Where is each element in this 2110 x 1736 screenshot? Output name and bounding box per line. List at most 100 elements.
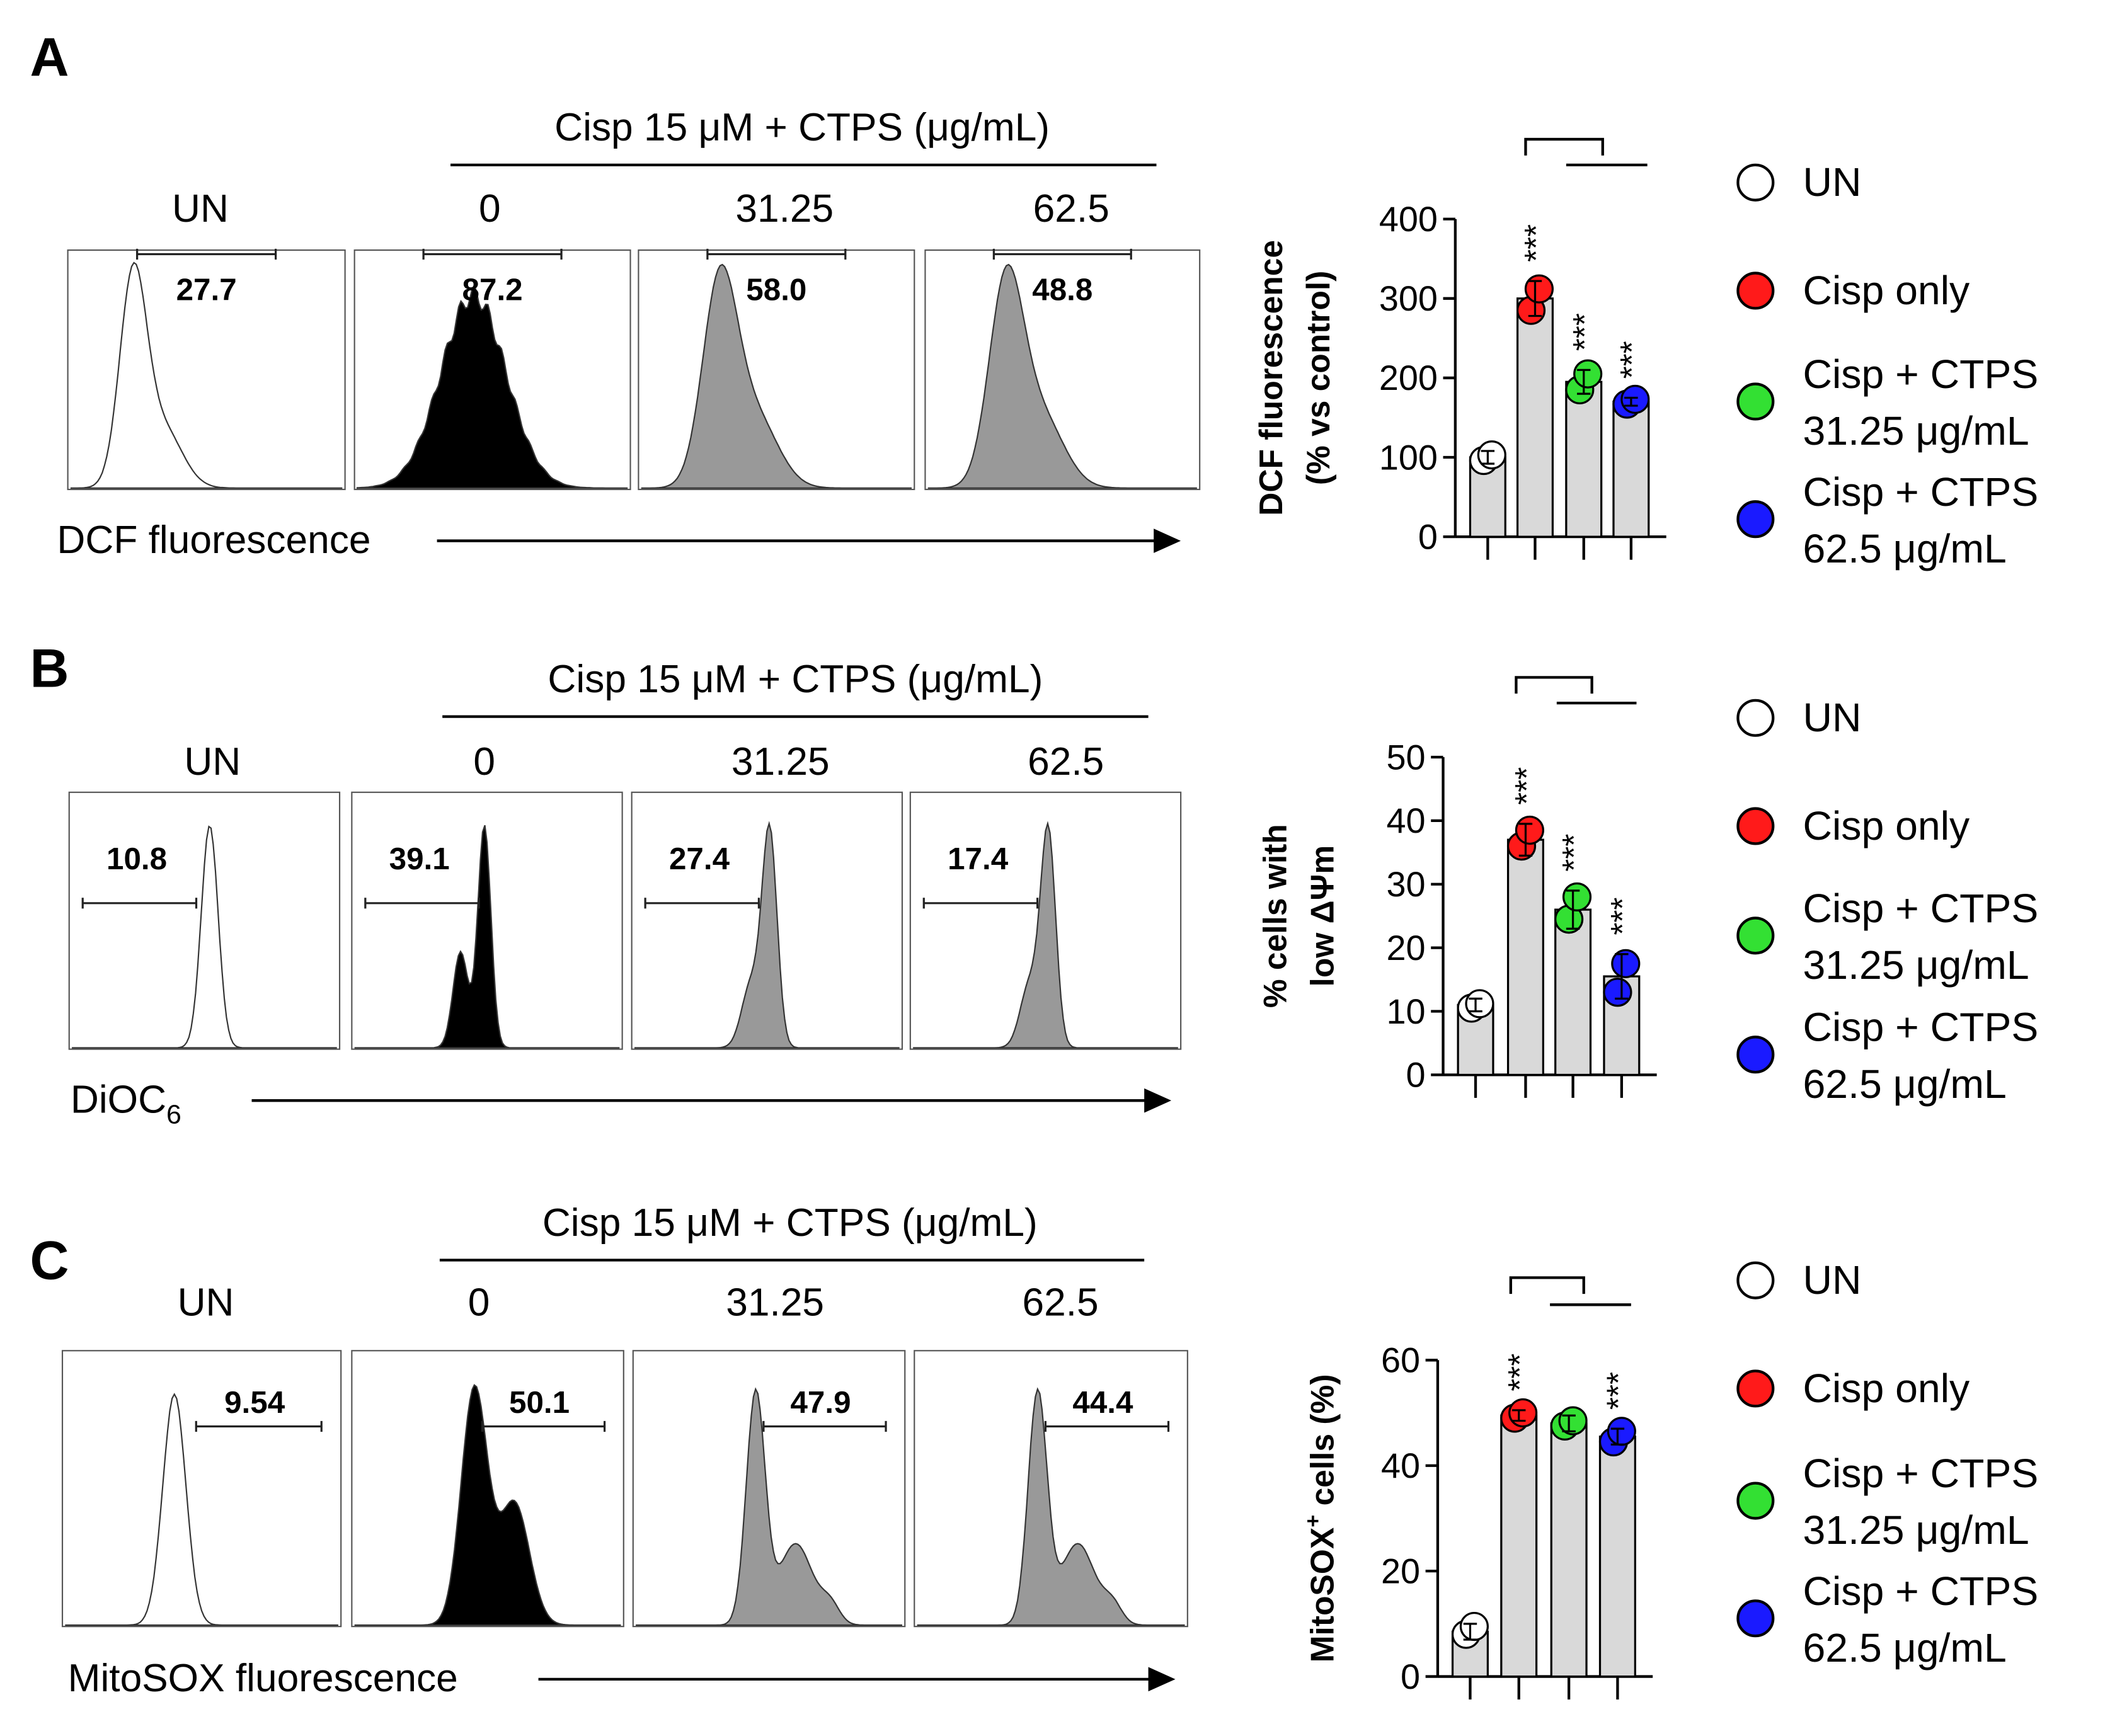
y-tick-label: 40 <box>1387 801 1426 840</box>
column-label: UN <box>172 187 229 231</box>
y-tick-label: 10 <box>1387 991 1426 1031</box>
histogram-frame <box>68 791 341 1050</box>
column-label: 31.25 <box>731 740 830 784</box>
legend-label: UN <box>1803 159 1861 205</box>
comparison-bracket <box>1509 1276 1585 1294</box>
gate-value: 39.1 <box>389 842 450 876</box>
column-label: 31.25 <box>735 187 834 231</box>
data-point <box>1465 989 1494 1019</box>
x-axis-arrowhead <box>1148 1667 1176 1692</box>
significance-marker: *** <box>1614 341 1650 379</box>
gate-value: 10.8 <box>106 842 167 876</box>
legend-label: Cisp + CTPS <box>1803 1568 2038 1614</box>
bar <box>1598 1436 1636 1678</box>
column-label: 62.5 <box>1028 740 1104 784</box>
legend-label: UN <box>1803 1257 1861 1303</box>
y-tick-label: 30 <box>1387 864 1426 904</box>
legend-label: Cisp only <box>1803 803 1970 848</box>
legend-marker <box>1736 807 1775 845</box>
legend-marker <box>1736 1369 1775 1408</box>
legend-label: 62.5 μg/mL <box>1803 1061 2006 1107</box>
panel-b: B Cisp 15 μM + CTPS (μg/mL) UN 0 31.25 62.5 1… <box>30 638 2039 1129</box>
legend-label: Cisp + CTPS <box>1803 886 2038 931</box>
treatment-header: Cisp 15 μM + CTPS (μg/mL) <box>548 658 1043 701</box>
histogram-curve <box>927 263 1197 489</box>
histogram-frame <box>61 1350 342 1628</box>
bar <box>1565 380 1603 538</box>
treatment-header: Cisp 15 μM + CTPS (μg/mL) <box>542 1201 1038 1245</box>
data-point <box>1524 274 1554 304</box>
y-axis-label: % cells with <box>1257 824 1293 1008</box>
bar <box>1516 297 1554 538</box>
x-axis-label-subscript: 6 <box>166 1100 181 1130</box>
y-tick-label: 0 <box>1401 1657 1420 1696</box>
y-axis-label: MitoSOX+ cells (%) <box>1301 1374 1340 1662</box>
significance-marker: *** <box>1501 1354 1538 1391</box>
legend-label: 31.25 μg/mL <box>1803 408 2029 454</box>
legend-marker <box>1736 1036 1775 1074</box>
column-label: 0 <box>473 740 495 784</box>
x-axis-label: DCF fluorescence <box>57 518 370 562</box>
treatment-header: Cisp 15 μM + CTPS (μg/mL) <box>554 106 1050 149</box>
legend-label: Cisp + CTPS <box>1803 1005 2038 1050</box>
data-point <box>1562 882 1592 912</box>
comparison-bracket <box>1515 676 1593 694</box>
column-label: 0 <box>479 187 501 231</box>
data-point <box>1515 815 1544 845</box>
histogram-curve <box>65 1393 338 1626</box>
data-point <box>1459 1611 1489 1642</box>
legend-marker <box>1736 917 1775 955</box>
bar <box>1550 1422 1588 1678</box>
column-label: UN <box>178 1281 234 1324</box>
gate-value: 44.4 <box>1072 1385 1133 1420</box>
panel-label-c: C <box>30 1231 69 1291</box>
histogram-curve <box>354 1384 621 1626</box>
significance-marker: *** <box>1604 898 1641 935</box>
y-axis-label-tail: cells (%) <box>1304 1374 1341 1514</box>
legend-marker <box>1736 1599 1775 1638</box>
y-tick-label: 20 <box>1387 928 1426 968</box>
data-point <box>1603 978 1632 1007</box>
histogram-curve <box>634 821 900 1049</box>
data-point <box>1611 949 1641 978</box>
legend-label: 62.5 μg/mL <box>1803 1625 2006 1670</box>
y-tick-label: 20 <box>1381 1551 1420 1590</box>
bar <box>1554 908 1592 1076</box>
column-label: 31.25 <box>726 1281 824 1324</box>
y-tick-label: 60 <box>1381 1340 1420 1380</box>
x-axis-label: MitoSOX fluorescence <box>68 1657 458 1700</box>
column-label: UN <box>184 740 241 784</box>
column-label: 62.5 <box>1033 187 1109 231</box>
significance-marker: *** <box>1518 224 1554 262</box>
histogram-curve <box>917 1387 1185 1626</box>
panel-label-b: B <box>30 638 69 699</box>
y-axis-label-main: MitoSOX <box>1304 1528 1341 1663</box>
gate-value: 17.4 <box>948 842 1009 876</box>
data-point <box>1558 1406 1588 1436</box>
gate-value: 27.7 <box>176 273 237 307</box>
significance-marker: *** <box>1508 767 1545 805</box>
legend-marker <box>1736 500 1775 539</box>
legend-label: 62.5 μg/mL <box>1803 526 2006 571</box>
gate-value: 27.4 <box>669 842 730 876</box>
legend-label: Cisp + CTPS <box>1803 351 2038 397</box>
y-axis-label-superscript: + <box>1301 1515 1325 1528</box>
legend-marker <box>1736 699 1775 737</box>
column-label: 0 <box>468 1281 490 1324</box>
data-point <box>1607 1417 1636 1446</box>
histogram-curve <box>636 1387 902 1626</box>
y-tick-label: 300 <box>1379 278 1438 318</box>
data-point <box>1477 440 1506 470</box>
histogram-curve <box>72 825 337 1049</box>
y-tick-label: 400 <box>1379 199 1438 239</box>
histogram-curve <box>913 821 1178 1049</box>
panel-a: A Cisp 15 μM + CTPS (μg/mL) UN 0 31.25 62.5 2… <box>30 27 2039 571</box>
legend-marker <box>1736 1482 1775 1520</box>
legend-label: 31.25 μg/mL <box>1803 1507 2029 1553</box>
y-axis-label: DCF fluorescence <box>1253 240 1289 516</box>
y-tick-label: 40 <box>1381 1446 1420 1485</box>
legend-marker <box>1736 1261 1775 1299</box>
data-point <box>1508 1398 1538 1428</box>
legend-label: Cisp only <box>1803 268 1970 313</box>
bar <box>1612 401 1650 538</box>
